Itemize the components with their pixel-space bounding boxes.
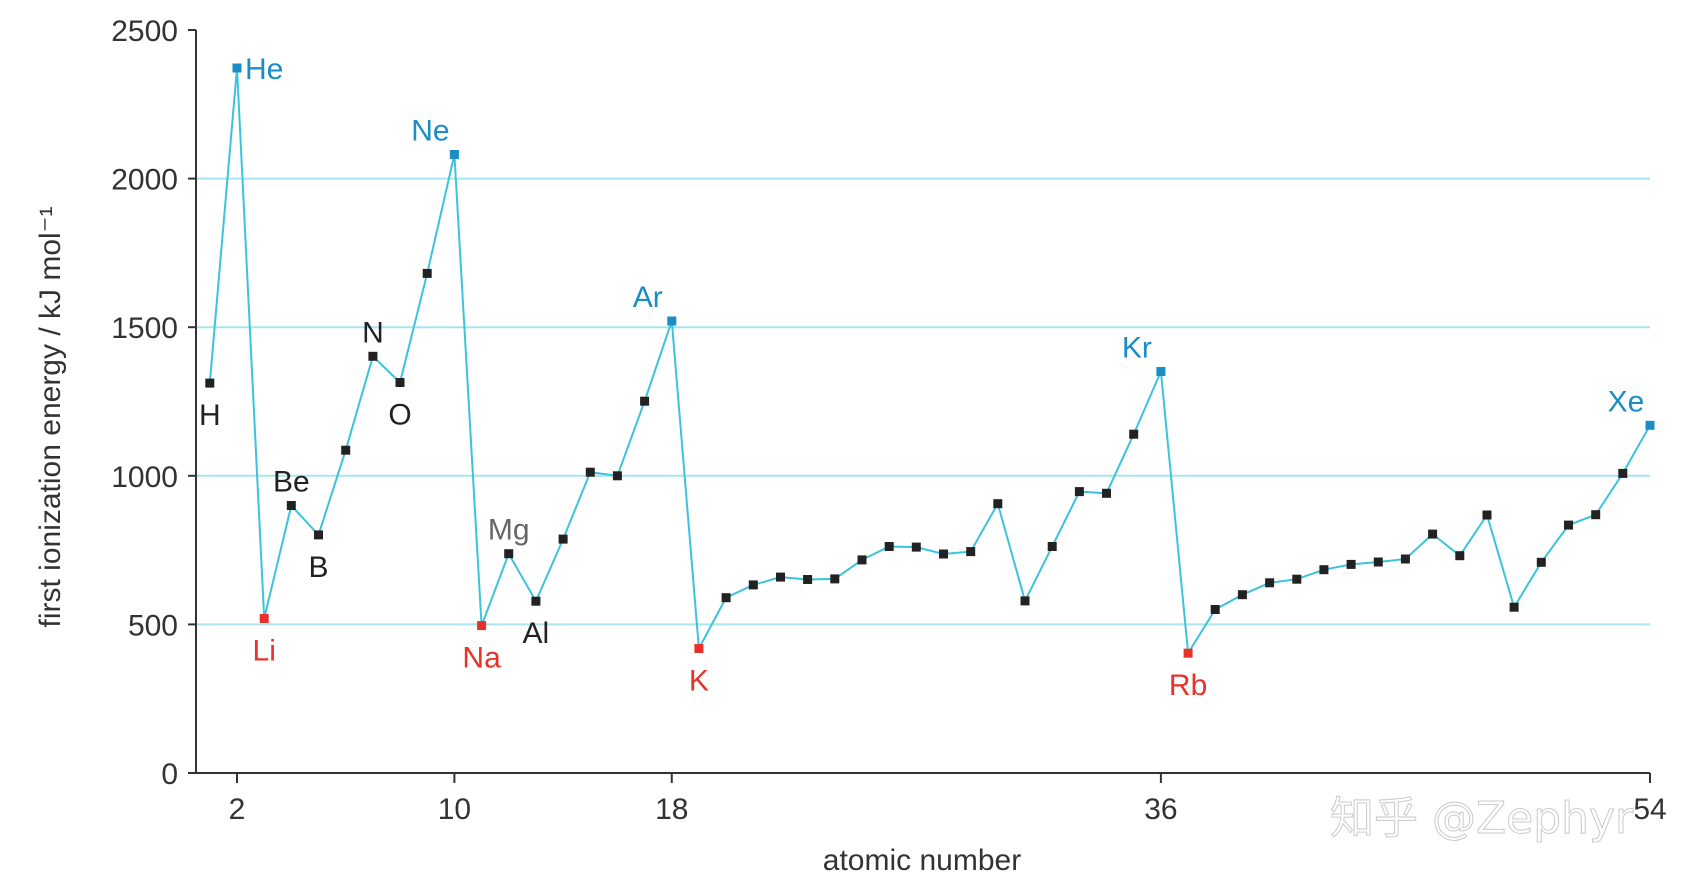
y-tick-label-2500: 2500 bbox=[111, 15, 178, 48]
data-point-25 bbox=[857, 555, 867, 565]
data-point-22 bbox=[776, 572, 785, 582]
series-line-group bbox=[208, 67, 1651, 657]
data-point-40 bbox=[1265, 578, 1275, 588]
data-point-39 bbox=[1237, 590, 1247, 600]
data-point-30 bbox=[993, 499, 1003, 509]
data-point-37 bbox=[1183, 648, 1193, 658]
x-tick-label-18: 18 bbox=[655, 793, 688, 826]
data-point-34 bbox=[1102, 488, 1111, 498]
gridlines bbox=[196, 177, 1650, 626]
element-label-Be: Be bbox=[273, 466, 310, 499]
data-point-2 bbox=[232, 63, 242, 73]
data-point-8 bbox=[395, 378, 405, 387]
y-tick-label-0: 0 bbox=[161, 758, 178, 791]
element-label-Al: Al bbox=[523, 617, 550, 650]
data-point-13 bbox=[531, 596, 541, 606]
data-point-18 bbox=[667, 316, 677, 326]
data-point-29 bbox=[966, 547, 976, 557]
x-ticks: 2 10 18 36 54 bbox=[229, 773, 1667, 826]
data-point-46 bbox=[1428, 529, 1438, 539]
data-point-4 bbox=[286, 501, 296, 510]
data-point-33 bbox=[1074, 487, 1084, 497]
data-point-52 bbox=[1591, 510, 1601, 520]
data-point-7 bbox=[368, 351, 378, 361]
data-point-23 bbox=[803, 575, 813, 584]
data-point-45 bbox=[1400, 554, 1410, 564]
data-point-19 bbox=[694, 644, 704, 653]
x-tick-label-2: 2 bbox=[229, 793, 246, 826]
element-label-K: K bbox=[689, 665, 709, 698]
data-point-3 bbox=[259, 614, 269, 623]
watermark-text: 知乎 @Zephyr bbox=[1330, 793, 1634, 844]
x-axis-label: atomic number bbox=[823, 844, 1021, 877]
data-point-21 bbox=[748, 580, 758, 590]
data-point-41 bbox=[1292, 574, 1302, 584]
element-label-N: N bbox=[362, 316, 384, 349]
data-point-28 bbox=[939, 549, 948, 559]
y-tick-label-1000: 1000 bbox=[111, 461, 178, 494]
element-label-Rb: Rb bbox=[1169, 669, 1207, 702]
data-point-31 bbox=[1020, 596, 1030, 606]
data-point-5 bbox=[314, 530, 323, 540]
element-label-O: O bbox=[388, 399, 411, 432]
data-point-14 bbox=[558, 534, 568, 544]
element-label-Li: Li bbox=[253, 635, 276, 668]
element-label-Na: Na bbox=[462, 642, 501, 675]
y-axis-label: first ionization energy / kJ mol⁻¹ bbox=[34, 207, 67, 628]
data-point-12 bbox=[504, 549, 514, 559]
y-tick-label-1500: 1500 bbox=[111, 312, 178, 345]
element-label-Mg: Mg bbox=[488, 514, 530, 547]
data-point-10 bbox=[449, 150, 459, 159]
series-line bbox=[208, 67, 1651, 657]
element-labels: H He Li Be B N O Ne Na Mg Al Ar K Kr Rb Xe bbox=[199, 53, 1644, 702]
data-point-49 bbox=[1509, 602, 1519, 612]
x-tick-label-54: 54 bbox=[1633, 793, 1666, 826]
data-point-51 bbox=[1564, 520, 1573, 530]
data-point-26 bbox=[884, 542, 894, 551]
element-label-Ar: Ar bbox=[633, 281, 663, 314]
data-point-42 bbox=[1319, 565, 1329, 575]
data-point-6 bbox=[341, 445, 351, 455]
x-tick-label-36: 36 bbox=[1144, 793, 1177, 826]
data-point-44 bbox=[1373, 557, 1383, 567]
data-point-27 bbox=[911, 542, 921, 552]
data-point-20 bbox=[721, 593, 731, 603]
element-label-Ne: Ne bbox=[411, 115, 449, 148]
data-point-48 bbox=[1482, 510, 1492, 520]
element-label-H: H bbox=[199, 399, 221, 432]
data-point-1 bbox=[205, 378, 215, 388]
data-point-24 bbox=[830, 574, 840, 584]
data-point-32 bbox=[1047, 542, 1057, 551]
data-point-16 bbox=[612, 471, 622, 481]
data-point-53 bbox=[1618, 468, 1628, 478]
data-point-38 bbox=[1210, 605, 1220, 614]
y-tick-label-2000: 2000 bbox=[111, 164, 178, 197]
x-tick-label-10: 10 bbox=[438, 793, 471, 826]
data-point-47 bbox=[1455, 551, 1465, 561]
element-label-Xe: Xe bbox=[1608, 385, 1645, 418]
data-point-35 bbox=[1129, 429, 1139, 439]
data-point-43 bbox=[1346, 559, 1356, 569]
data-point-17 bbox=[640, 396, 650, 406]
data-point-54 bbox=[1645, 420, 1655, 430]
data-point-50 bbox=[1536, 557, 1546, 567]
y-ticks: 0 500 1000 1500 2000 2500 bbox=[111, 15, 196, 791]
y-tick-label-500: 500 bbox=[128, 609, 178, 642]
data-point-11 bbox=[477, 621, 487, 631]
element-label-He: He bbox=[245, 53, 283, 86]
data-point-9 bbox=[422, 268, 432, 278]
data-markers bbox=[205, 63, 1655, 658]
data-point-36 bbox=[1156, 367, 1166, 376]
element-label-Kr: Kr bbox=[1122, 332, 1152, 365]
axes bbox=[195, 30, 1650, 774]
data-point-15 bbox=[585, 467, 595, 477]
element-label-B: B bbox=[308, 551, 328, 584]
